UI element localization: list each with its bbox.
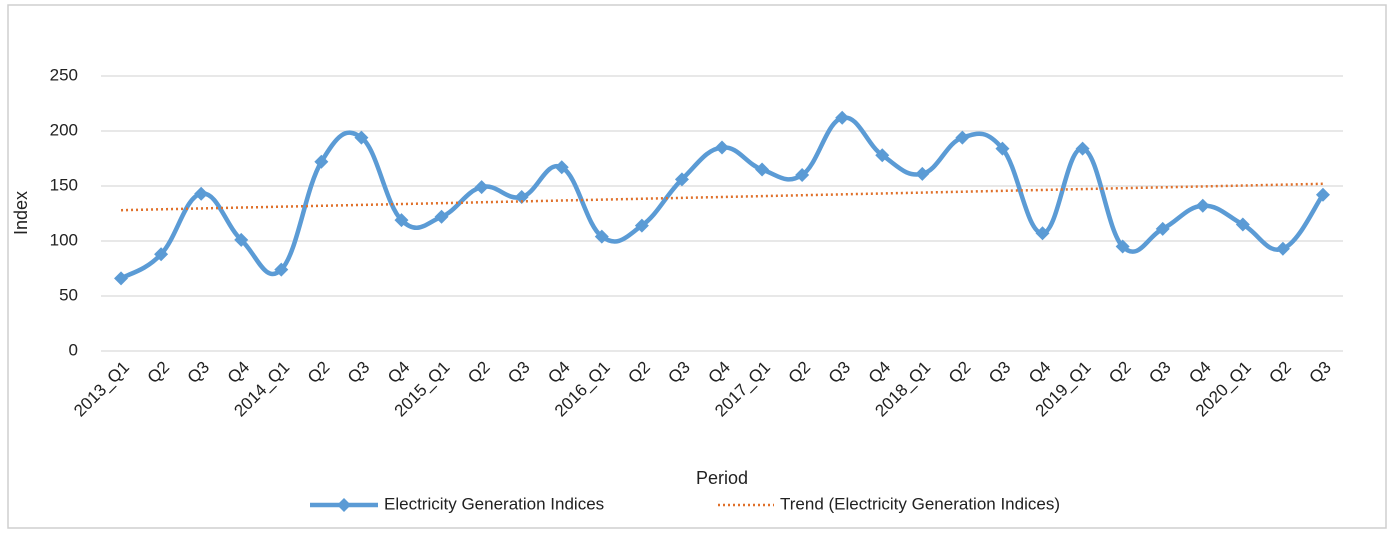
data-point [995, 141, 1010, 156]
legend-label: Trend (Electricity Generation Indices) [780, 494, 1060, 513]
data-point [875, 148, 890, 163]
data-point [194, 186, 209, 201]
data-point [314, 154, 329, 169]
legend-item: Electricity Generation Indices [310, 494, 604, 513]
data-point [114, 271, 129, 286]
legend-item: Trend (Electricity Generation Indices) [718, 494, 1060, 513]
data-point [514, 190, 529, 204]
data-point [1235, 217, 1250, 232]
y-tick-label: 50 [59, 285, 78, 304]
y-tick-label: 200 [50, 120, 78, 139]
data-point [634, 218, 649, 233]
data-point [1115, 239, 1130, 254]
y-tick-label: 150 [50, 175, 78, 194]
data-point [354, 130, 369, 145]
y-axis-title: Index [11, 191, 31, 235]
data-point [835, 110, 850, 125]
data-point [394, 213, 409, 228]
data-point [1275, 241, 1290, 256]
data-point [915, 166, 930, 181]
data-point [594, 229, 609, 244]
y-tick-label: 100 [50, 230, 78, 249]
data-point [674, 172, 689, 187]
data-point [274, 262, 289, 277]
data-point [1315, 187, 1330, 202]
data-point [434, 209, 449, 224]
data-point [715, 140, 729, 155]
data-point [755, 162, 770, 177]
data-point [154, 247, 169, 262]
trend-line [121, 182, 1323, 212]
legend-marker [337, 498, 351, 512]
y-tick-label: 0 [69, 340, 78, 359]
data-point [474, 180, 489, 195]
legend-label: Electricity Generation Indices [384, 494, 604, 513]
data-point [1195, 198, 1210, 213]
chart-frame [7, 4, 1387, 529]
data-point [795, 168, 810, 182]
data-point [1155, 221, 1170, 236]
data-point [1035, 226, 1050, 241]
y-tick-label: 250 [50, 65, 78, 84]
data-point [234, 232, 249, 247]
data-point [955, 130, 970, 145]
data-point [1075, 141, 1090, 156]
data-point [554, 160, 569, 175]
x-axis-title: Period [696, 468, 748, 488]
